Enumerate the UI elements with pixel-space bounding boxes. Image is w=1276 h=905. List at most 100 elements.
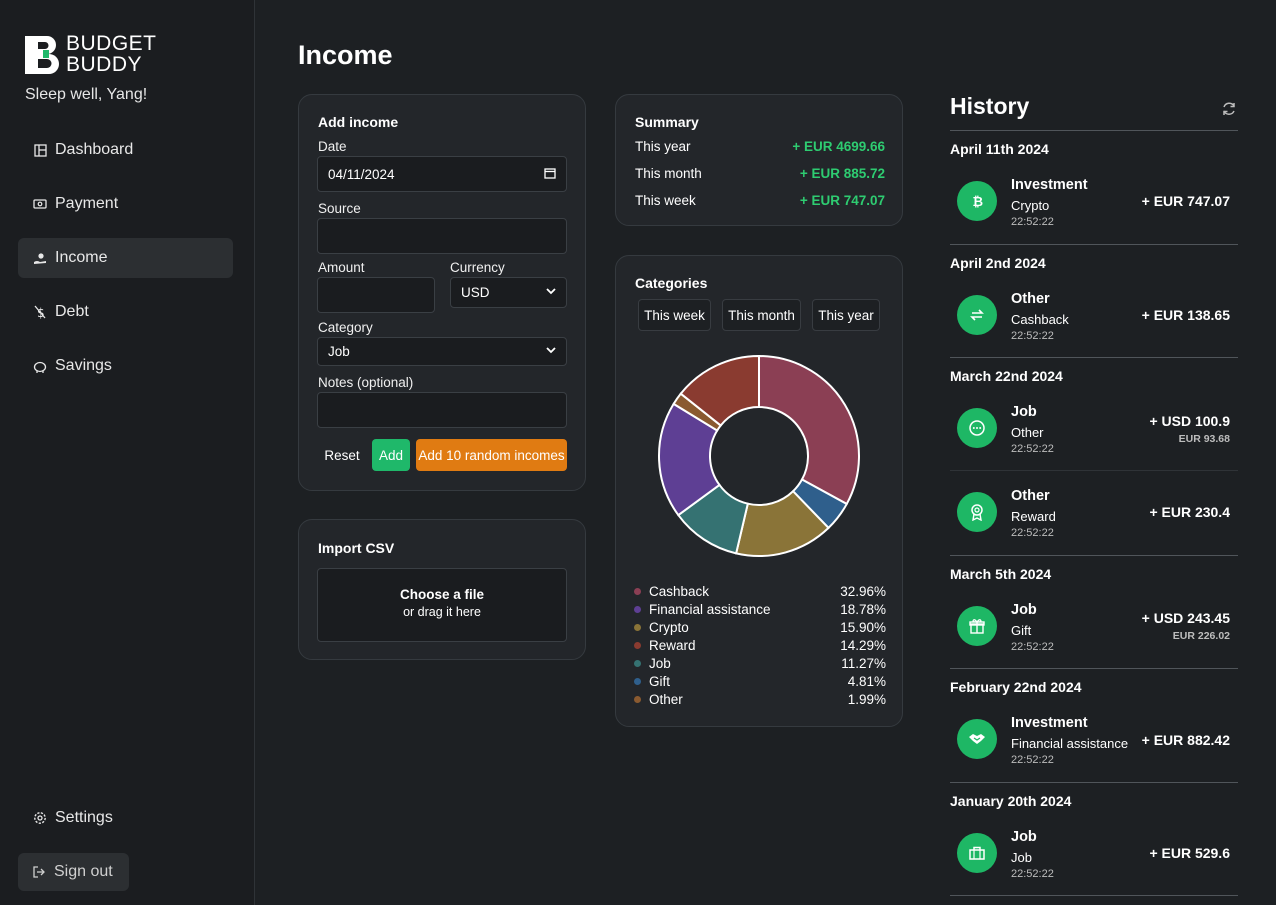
sidebar-item-payment[interactable]: Payment [18,184,233,224]
legend-item[interactable]: Gift 4.81% [634,672,886,690]
legend-item[interactable]: Reward 14.29% [634,636,886,654]
date-input[interactable]: 04/11/2024 [317,156,567,192]
donut-slice-cashback[interactable] [758,354,860,506]
summary-value: + EUR 885.72 [799,166,885,181]
history-subcategory: Reward [1011,509,1056,524]
sidebar: BUDGET BUDDY Sleep well, Yang! Dashboard… [0,0,255,905]
currency-value: USD [461,285,490,300]
history-item[interactable]: Job Gift 22:52:22 + USD 243.45 EUR 226.0… [950,593,1238,663]
category-value: Job [328,344,350,359]
sidebar-item-dashboard[interactable]: Dashboard [18,130,233,170]
categories-title: Categories [635,275,708,291]
summary-value: + EUR 747.07 [799,193,885,208]
add-income-title: Add income [318,114,399,130]
sidebar-item-label: Savings [55,357,112,374]
payment-icon [33,197,47,211]
history-item-divider [950,470,1238,471]
reset-button[interactable]: Reset [324,447,360,463]
legend-item[interactable]: Financial assistance 18.78% [634,600,886,618]
source-input[interactable] [317,218,567,254]
savings-icon [33,359,47,373]
legend-percentage: 4.81% [847,673,886,689]
tab-this-month[interactable]: This month [722,299,801,331]
history-item[interactable]: Job Other 22:52:22 + USD 100.9 EUR 93.68 [950,395,1238,465]
history-time: 22:52:22 [1011,527,1054,539]
summary-label: This month [635,166,702,181]
history-date: February 22nd 2024 [950,679,1082,695]
add-button[interactable]: Add [372,439,410,471]
sign-out-label: Sign out [54,863,113,880]
source-label: Source [318,201,361,216]
history-amount: + EUR 138.65 [1141,307,1230,323]
history-date: March 22nd 2024 [950,368,1063,384]
brand-name: BUDGET BUDDY [66,33,157,75]
notes-label: Notes (optional) [318,375,414,390]
notes-textarea[interactable] [317,392,567,428]
amount-label: Amount [318,260,365,275]
sidebar-item-settings[interactable]: Settings [18,798,233,838]
category-select[interactable]: Job [317,337,567,366]
legend-percentage: 11.27% [841,655,886,671]
legend-item[interactable]: Crypto 15.90% [634,618,886,636]
donut-slice-financial-assistance[interactable] [658,402,721,517]
gear-icon [33,811,47,825]
summary-rows: This year + EUR 4699.66 This month + EUR… [635,127,885,208]
legend-swatch [634,695,641,703]
summary-row-month: This month + EUR 885.72 [635,166,885,181]
history-item[interactable]: ₿ Investment Crypto 22:52:22 + EUR 747.0… [950,168,1238,238]
legend-item[interactable]: Other 1.99% [634,690,886,708]
add-random-incomes-button[interactable]: Add 10 random incomes [416,439,567,471]
file-dropzone[interactable]: Choose a file or drag it here [317,568,567,642]
history-amount-converted: EUR 226.02 [1172,630,1230,642]
drag-hint: or drag it here [403,605,481,619]
import-csv-title: Import CSV [318,540,395,556]
history-item[interactable]: Investment Financial assistance 22:52:22… [950,706,1238,776]
calendar-icon[interactable] [544,167,556,182]
debt-icon: $ [33,305,47,319]
history-time: 22:52:22 [1011,216,1054,228]
history-item[interactable]: Other Cashback 22:52:22 + EUR 138.65 [950,282,1238,352]
currency-select[interactable]: USD [450,277,567,308]
legend-label: Cashback [649,583,710,599]
history-item[interactable]: Job Job 22:52:22 + EUR 529.6 [950,820,1238,890]
sidebar-item-savings[interactable]: Savings [18,346,233,386]
categories-card: Categories This week This month This yea… [615,255,903,727]
amount-input[interactable] [317,277,435,313]
history-category: Job [1011,602,1037,618]
tab-this-week[interactable]: This week [638,299,711,331]
refresh-icon[interactable] [1220,100,1238,118]
history-amount: + EUR 882.42 [1141,732,1230,748]
legend-percentage: 1.99% [847,691,886,707]
history-item[interactable]: Other Reward 22:52:22 + EUR 230.4 [950,479,1238,549]
history-subcategory: Job [1011,850,1032,865]
history-subcategory: Other [1011,425,1044,440]
legend-label: Job [649,655,671,671]
history-amount: + USD 100.9 [1149,413,1230,429]
bitcoin-icon: ₿ [957,181,997,221]
summary-value: + EUR 4699.66 [792,139,885,154]
legend-item[interactable]: Job 11.27% [634,654,886,672]
sidebar-item-income[interactable]: Income [18,238,233,278]
sidebar-item-debt[interactable]: $ Debt [18,292,233,332]
brand[interactable]: BUDGET BUDDY [25,33,157,75]
history-subcategory: Cashback [1011,312,1069,327]
sidebar-item-label: Dashboard [55,141,134,158]
sign-out-button[interactable]: Sign out [18,853,129,891]
sidebar-nav: Dashboard Payment Income $ Debt Savings [18,130,233,400]
donut-slice-reward[interactable] [679,354,760,427]
history-category: Other [1011,488,1050,504]
legend-swatch [634,659,641,667]
chevron-down-icon [546,287,556,298]
gift-icon [957,606,997,646]
summary-label: This week [635,193,696,208]
chevron-down-icon [546,346,556,357]
tab-this-year[interactable]: This year [812,299,880,331]
history-divider [950,130,1238,131]
legend-item[interactable]: Cashback 32.96% [634,582,886,600]
history-amount: + EUR 529.6 [1149,845,1230,861]
settings-row[interactable]: Settings [18,798,233,838]
history-amount-converted: EUR 93.68 [1178,433,1230,445]
exchange-icon [957,295,997,335]
history-date: April 2nd 2024 [950,255,1046,271]
summary-title: Summary [635,114,699,130]
